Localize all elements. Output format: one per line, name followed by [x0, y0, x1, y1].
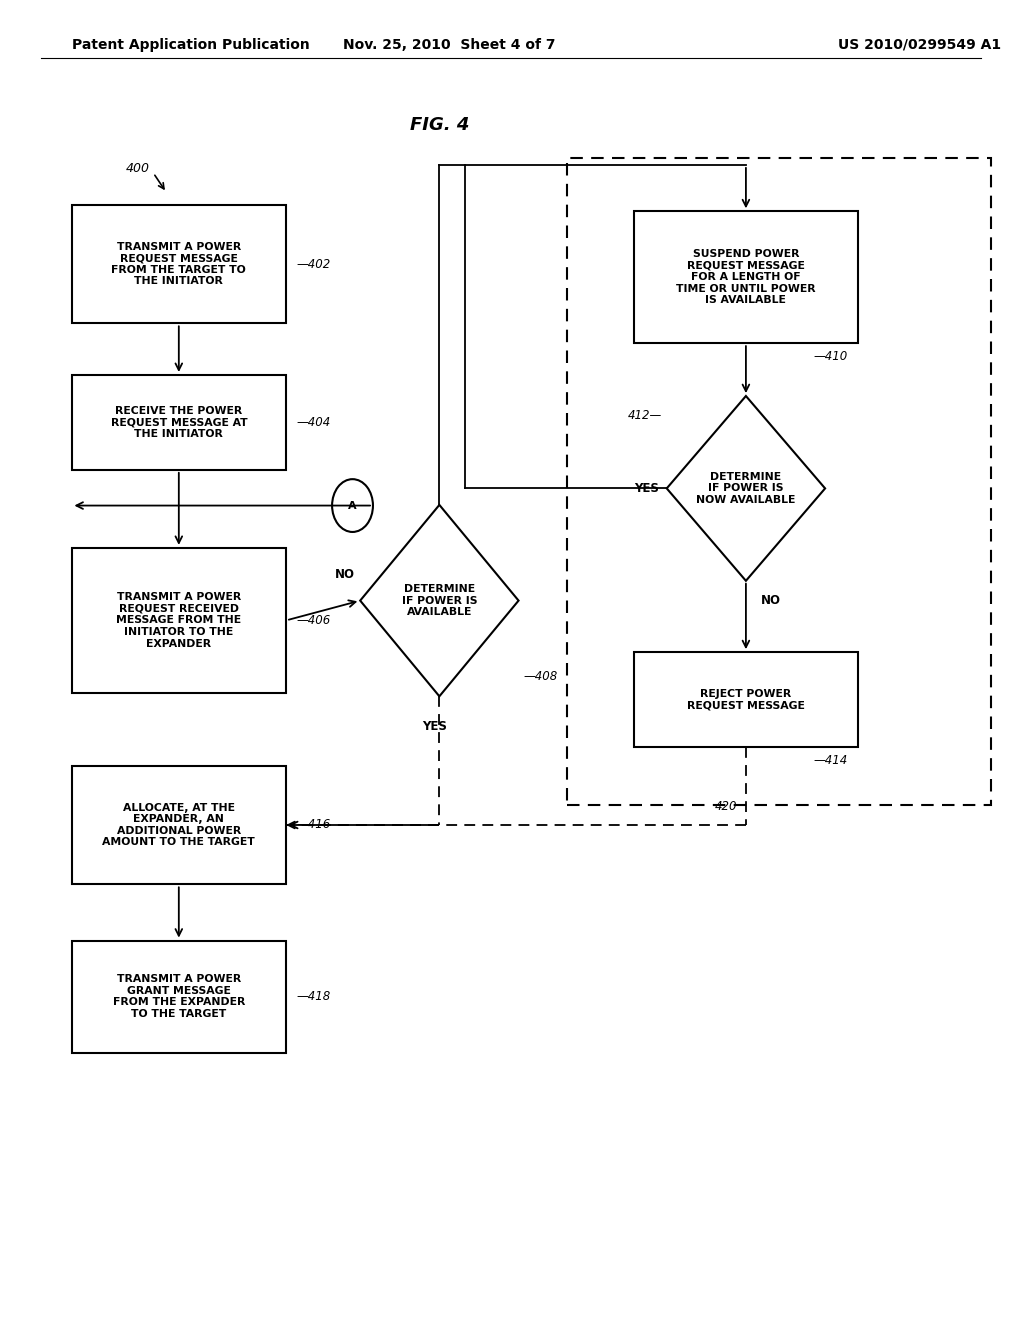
- Text: TRANSMIT A POWER
REQUEST RECEIVED
MESSAGE FROM THE
INITIATOR TO THE
EXPANDER: TRANSMIT A POWER REQUEST RECEIVED MESSAG…: [117, 593, 242, 648]
- Text: A: A: [348, 500, 356, 511]
- FancyBboxPatch shape: [72, 205, 286, 323]
- Text: —418: —418: [296, 990, 331, 1003]
- Text: —402: —402: [296, 257, 331, 271]
- Text: DETERMINE
IF POWER IS
AVAILABLE: DETERMINE IF POWER IS AVAILABLE: [401, 583, 477, 618]
- Polygon shape: [667, 396, 825, 581]
- Text: 412—: 412—: [628, 409, 662, 422]
- Text: TRANSMIT A POWER
GRANT MESSAGE
FROM THE EXPANDER
TO THE TARGET: TRANSMIT A POWER GRANT MESSAGE FROM THE …: [113, 974, 245, 1019]
- Text: TRANSMIT A POWER
REQUEST MESSAGE
FROM THE TARGET TO
THE INITIATOR: TRANSMIT A POWER REQUEST MESSAGE FROM TH…: [112, 242, 246, 286]
- Text: US 2010/0299549 A1: US 2010/0299549 A1: [838, 38, 1001, 51]
- Text: —416: —416: [296, 818, 331, 832]
- FancyBboxPatch shape: [72, 375, 286, 470]
- Text: DETERMINE
IF POWER IS
NOW AVAILABLE: DETERMINE IF POWER IS NOW AVAILABLE: [696, 471, 796, 506]
- Text: ALLOCATE, AT THE
EXPANDER, AN
ADDITIONAL POWER
AMOUNT TO THE TARGET: ALLOCATE, AT THE EXPANDER, AN ADDITIONAL…: [102, 803, 255, 847]
- Polygon shape: [360, 504, 518, 697]
- Text: SUSPEND POWER
REQUEST MESSAGE
FOR A LENGTH OF
TIME OR UNTIL POWER
IS AVAILABLE: SUSPEND POWER REQUEST MESSAGE FOR A LENG…: [676, 249, 816, 305]
- Text: —414: —414: [814, 754, 848, 767]
- Text: —410: —410: [814, 350, 848, 363]
- Text: NO: NO: [761, 594, 781, 607]
- Text: —408: —408: [523, 671, 558, 682]
- Text: —406: —406: [296, 614, 331, 627]
- Circle shape: [332, 479, 373, 532]
- Text: —404: —404: [296, 416, 331, 429]
- FancyBboxPatch shape: [72, 940, 286, 1053]
- FancyBboxPatch shape: [634, 211, 858, 343]
- Text: 400: 400: [126, 162, 150, 176]
- Text: RECEIVE THE POWER
REQUEST MESSAGE AT
THE INITIATOR: RECEIVE THE POWER REQUEST MESSAGE AT THE…: [111, 405, 247, 440]
- Text: FIG. 4: FIG. 4: [410, 116, 469, 135]
- FancyBboxPatch shape: [72, 766, 286, 884]
- Text: 420: 420: [715, 800, 737, 813]
- Text: YES: YES: [634, 482, 658, 495]
- FancyBboxPatch shape: [634, 652, 858, 747]
- FancyBboxPatch shape: [72, 548, 286, 693]
- Text: NO: NO: [335, 568, 355, 581]
- Text: REJECT POWER
REQUEST MESSAGE: REJECT POWER REQUEST MESSAGE: [687, 689, 805, 710]
- Text: Patent Application Publication: Patent Application Publication: [72, 38, 309, 51]
- Text: YES: YES: [422, 721, 446, 733]
- Text: Nov. 25, 2010  Sheet 4 of 7: Nov. 25, 2010 Sheet 4 of 7: [343, 38, 556, 51]
